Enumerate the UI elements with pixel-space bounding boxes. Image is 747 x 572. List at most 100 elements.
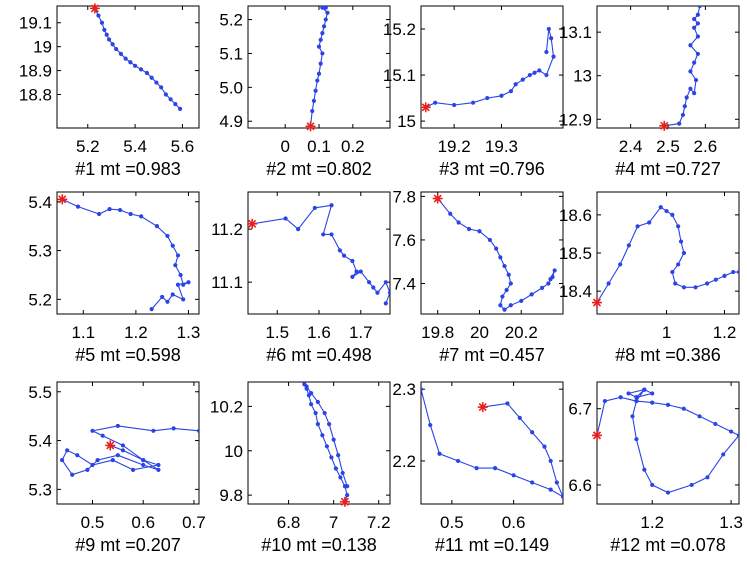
trajectory-point <box>634 395 639 400</box>
trajectory-point <box>329 232 334 237</box>
trajectory-line <box>421 389 563 498</box>
trajectory-point <box>492 466 498 471</box>
trajectory-point <box>544 49 549 55</box>
trajectory-point <box>692 25 697 30</box>
trajectory-point <box>626 391 631 396</box>
y-tick-label: 7.8 <box>392 187 416 206</box>
trajectory-line <box>62 198 189 310</box>
x-tick-label: 20 <box>470 323 489 342</box>
trajectory-point <box>546 26 551 32</box>
trajectory-point <box>650 391 655 396</box>
trajectory-point <box>505 401 510 406</box>
start-marker <box>592 430 602 441</box>
trajectory-point <box>602 398 607 404</box>
trajectory-point <box>70 472 75 477</box>
y-tick-label: 13 <box>573 67 592 86</box>
panel-caption: #4 mt =0.727 <box>615 159 721 179</box>
trajectory-point <box>485 95 490 101</box>
trajectory-point <box>551 54 556 59</box>
y-tick-label: 18.4 <box>559 282 592 301</box>
trajectory-point <box>338 475 343 480</box>
y-tick-label: 15 <box>397 112 416 131</box>
y-tick-label: 19 <box>33 38 52 57</box>
trajectory-point <box>156 467 161 472</box>
trajectory-point <box>320 433 325 438</box>
trajectory-point <box>318 61 323 66</box>
trajectory-point <box>537 68 542 73</box>
trajectory-point <box>692 16 697 22</box>
trajectory-point <box>520 77 525 82</box>
trajectory-point <box>313 88 318 93</box>
panel-caption: #5 mt =0.598 <box>75 345 181 365</box>
y-tick-label: 4.9 <box>219 112 243 131</box>
start-marker <box>247 218 258 229</box>
start-marker <box>477 402 488 413</box>
y-tick-label: 19.1 <box>19 14 52 33</box>
trajectory-point <box>670 269 675 275</box>
trajectory-point <box>650 482 655 488</box>
trajectory-point <box>437 451 442 456</box>
y-tick-label: 13.1 <box>559 23 592 42</box>
start-marker <box>420 102 431 113</box>
trajectory-point <box>680 112 686 118</box>
trajectory-point <box>529 292 534 297</box>
trajectory-point <box>283 216 288 221</box>
trajectory-point <box>350 258 355 264</box>
trajectory-point <box>149 75 154 80</box>
trajectory-point <box>676 224 681 229</box>
trajectory-point <box>196 428 199 433</box>
trajectory-point <box>96 13 101 18</box>
y-tick-label: 5.4 <box>28 432 52 451</box>
trajectory-point <box>320 51 325 56</box>
trajectory-point <box>175 282 181 287</box>
trajectory-point <box>120 443 126 448</box>
trajectory-point <box>560 494 563 499</box>
trajectory-point <box>329 203 334 208</box>
trajectory-point <box>128 211 133 217</box>
trajectory-point <box>498 303 503 308</box>
trajectory-point <box>367 280 372 285</box>
trajectory-point <box>315 422 320 427</box>
trajectory-point <box>133 63 138 68</box>
panel-4: 2.4 2.5 2.6 12.9 13 13.1 #4 mt =0.727 <box>559 5 740 179</box>
trajectory-point <box>721 452 726 457</box>
trajectory-point <box>477 229 482 234</box>
trajectory-point <box>642 467 647 472</box>
trajectory-point <box>500 294 505 299</box>
trajectory-point <box>173 101 178 107</box>
y-tick-label: 2.2 <box>392 452 416 471</box>
trajectory-point <box>681 250 687 256</box>
trajectory-point <box>168 97 173 102</box>
trajectory-point <box>713 421 718 427</box>
y-tick-label: 2.3 <box>392 380 416 399</box>
trajectory-point <box>554 480 559 485</box>
trajectory-point <box>65 448 70 453</box>
trajectory-point <box>159 85 164 90</box>
trajectory-point <box>345 484 350 489</box>
y-tick-label: 12.9 <box>559 110 592 129</box>
trajectory-point <box>456 220 461 225</box>
trajectory-point <box>466 226 472 232</box>
trajectory-point <box>324 444 329 449</box>
y-tick-label: 11.1 <box>211 273 243 292</box>
panel-frame <box>420 5 564 129</box>
trajectory-point <box>664 208 669 214</box>
trajectory-point <box>156 462 161 468</box>
trajectory-point <box>542 444 547 449</box>
trajectory-point <box>316 71 322 76</box>
panel-caption: #12 mt =0.078 <box>610 535 726 555</box>
trajectory-point <box>722 273 727 278</box>
y-tick-label: 10.2 <box>210 397 243 416</box>
y-tick-label: 18.8 <box>19 86 52 105</box>
y-tick-label: 11.2 <box>211 220 243 239</box>
trajectory-point <box>175 253 181 258</box>
x-tick-label: 19.8 <box>421 323 454 342</box>
panel-frame <box>247 191 391 315</box>
trajectory-point <box>323 17 328 22</box>
trajectory-point <box>681 406 686 411</box>
trajectory-point <box>329 455 334 460</box>
trajectory-point <box>684 95 689 100</box>
trajectory-point <box>387 290 390 295</box>
x-tick-label: 7 <box>329 513 338 532</box>
trajectory-point <box>540 285 545 290</box>
